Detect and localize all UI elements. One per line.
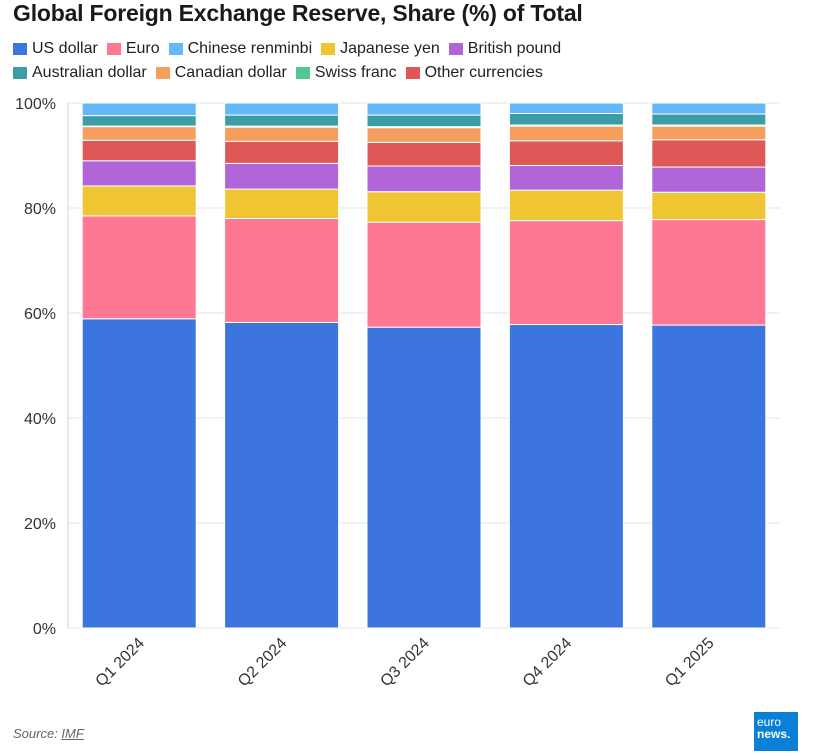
legend-item[interactable]: Japanese yen — [321, 40, 440, 58]
bar-segment — [651, 191, 767, 221]
bar-segment — [651, 125, 767, 141]
euronews-logo: euro news. — [754, 712, 798, 751]
bar-segment — [651, 219, 767, 326]
x-tick-label: Q3 2024 — [377, 635, 432, 690]
bar-segment — [224, 140, 340, 164]
legend-item[interactable]: Chinese renminbi — [168, 40, 313, 58]
legend-label: Canadian dollar — [174, 64, 287, 81]
legend-label: Chinese renminbi — [187, 40, 313, 57]
bar-segment — [366, 165, 482, 193]
logo-line1: euro — [757, 715, 782, 729]
bar-segment — [651, 139, 767, 168]
bar-segment — [508, 102, 624, 114]
bar-segment — [366, 127, 482, 143]
bar-segment — [508, 140, 624, 166]
legend-swatch — [13, 43, 27, 55]
bar-segment — [508, 220, 624, 326]
legend-swatch — [295, 67, 310, 79]
bar-segment — [366, 221, 482, 328]
legend-label: Euro — [125, 40, 160, 57]
legend-item[interactable]: US dollar — [13, 40, 98, 58]
bar-segment — [81, 215, 197, 320]
bar-segment — [651, 113, 767, 126]
bar-segment — [366, 114, 482, 128]
bar-segment — [81, 102, 197, 117]
legend-item[interactable]: Other currencies — [405, 64, 543, 82]
x-tick-label: Q2 2024 — [235, 635, 290, 690]
legend-swatch — [13, 67, 27, 79]
bar-segment — [651, 324, 767, 629]
chart-title: Global Foreign Exchange Reserve, Share (… — [13, 0, 583, 26]
legend-label: Japanese yen — [340, 40, 440, 57]
legend-swatch — [448, 43, 463, 55]
bar-segment — [224, 102, 340, 116]
legend-swatch — [321, 43, 336, 55]
bar-segment — [224, 162, 340, 190]
legend-row: Australian dollar Canadian dollar Swiss fr… — [13, 61, 713, 85]
bar-segment — [81, 318, 197, 629]
legend-label: Swiss franc — [314, 64, 397, 81]
bar-segment — [508, 113, 624, 126]
y-tick-label: 100% — [15, 96, 56, 113]
x-tick-label: Q4 2024 — [520, 635, 575, 690]
bar-segment — [651, 102, 767, 115]
bar-segment — [81, 139, 197, 162]
legend-label: Other currencies — [424, 64, 543, 81]
legend-item[interactable]: British pound — [448, 40, 562, 58]
source-note: Source: IMF — [13, 726, 84, 741]
stacked-bar-chart: 0% 20% 40% 60% 80% 100% Q1 2024 Q2 2024 Q3 2024 Q… — [15, 96, 780, 690]
legend-label: US dollar — [32, 40, 98, 57]
legend-item[interactable]: Canadian dollar — [155, 64, 287, 82]
bar-segment — [224, 126, 340, 142]
source-link[interactable]: IMF — [61, 726, 84, 741]
source-prefix: Source: — [13, 726, 62, 741]
bar-segment — [81, 160, 197, 187]
bar-segment — [224, 188, 340, 220]
legend-label: Australian dollar — [32, 64, 147, 81]
bar-segment — [81, 115, 197, 127]
bar-segment — [508, 189, 624, 222]
legend-label: British pound — [467, 40, 562, 57]
logo-line2: news. — [757, 727, 791, 741]
y-tick-label: 20% — [24, 516, 56, 533]
bar-segment — [366, 326, 482, 629]
bar-segment — [224, 321, 340, 629]
bar-segment — [508, 324, 624, 629]
legend-swatch — [155, 67, 170, 79]
bar-segment — [224, 114, 340, 127]
x-tick-label: Q1 2024 — [93, 635, 148, 690]
bar-segment — [366, 102, 482, 116]
legend-swatch — [168, 43, 183, 55]
legend-item[interactable]: Australian dollar — [13, 64, 147, 82]
legend-row: US dollar Euro Chinese renminbi Japanese ye… — [13, 37, 713, 61]
legend-swatch — [106, 43, 121, 55]
legend-item[interactable]: Euro — [106, 40, 160, 58]
y-tick-label: 80% — [24, 201, 56, 218]
bar-segment — [508, 125, 624, 142]
x-tick-label: Q1 2025 — [662, 635, 717, 690]
bar-segment — [366, 191, 482, 223]
y-tick-label: 0% — [33, 621, 56, 638]
legend-item[interactable]: Swiss franc — [295, 64, 397, 82]
bar-segment — [81, 185, 197, 217]
legend: US dollar Euro Chinese renminbi Japanese ye… — [13, 37, 713, 85]
bar-segment — [224, 218, 340, 323]
bar-segment — [81, 126, 197, 141]
bar-segment — [508, 164, 624, 191]
y-tick-label: 60% — [24, 306, 56, 323]
legend-swatch — [405, 67, 420, 79]
bar-segment — [366, 141, 482, 167]
y-tick-label: 40% — [24, 411, 56, 428]
bar-segment — [651, 166, 767, 193]
